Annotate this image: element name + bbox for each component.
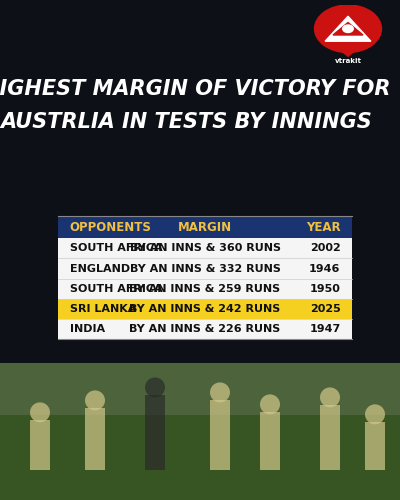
Text: HIGHEST MARGIN OF VICTORY FOR: HIGHEST MARGIN OF VICTORY FOR <box>0 79 391 99</box>
Text: BY AN INNS & 259 RUNS: BY AN INNS & 259 RUNS <box>130 284 280 294</box>
Circle shape <box>314 5 382 52</box>
Text: BY AN INNS & 360 RUNS: BY AN INNS & 360 RUNS <box>130 244 280 254</box>
Text: BY AN INNS & 332 RUNS: BY AN INNS & 332 RUNS <box>130 264 280 274</box>
Text: INDIA: INDIA <box>70 324 105 334</box>
Circle shape <box>210 382 230 402</box>
Text: OPPONENTS: OPPONENTS <box>70 220 152 234</box>
Bar <box>320 406 340 470</box>
Text: BY AN INNS & 242 RUNS: BY AN INNS & 242 RUNS <box>129 304 281 314</box>
Polygon shape <box>325 16 371 42</box>
Bar <box>30 420 50 470</box>
Circle shape <box>30 402 50 422</box>
Polygon shape <box>325 38 371 56</box>
Bar <box>0 362 400 420</box>
Circle shape <box>320 388 340 407</box>
Text: ENGLAND: ENGLAND <box>70 264 130 274</box>
Bar <box>58 216 352 339</box>
Text: 2002: 2002 <box>310 244 340 254</box>
Text: vtrakit: vtrakit <box>334 58 362 64</box>
Text: 1947: 1947 <box>309 324 340 334</box>
Bar <box>0 410 400 500</box>
Bar <box>145 396 165 470</box>
Text: 1950: 1950 <box>310 284 340 294</box>
Bar <box>210 400 230 470</box>
Bar <box>260 412 280 470</box>
Text: 1946: 1946 <box>309 264 340 274</box>
Circle shape <box>145 378 165 398</box>
Text: SRI LANKA: SRI LANKA <box>70 304 136 314</box>
Circle shape <box>365 404 385 424</box>
Bar <box>58 216 352 238</box>
Polygon shape <box>333 22 363 35</box>
Bar <box>85 408 105 470</box>
Bar <box>58 299 352 319</box>
Circle shape <box>85 390 105 410</box>
Text: SOUTH AFRICA: SOUTH AFRICA <box>70 284 162 294</box>
Circle shape <box>260 394 280 414</box>
Bar <box>365 422 385 470</box>
Text: SOUTH AFRICA: SOUTH AFRICA <box>70 244 162 254</box>
Text: AUSTRLIA IN TESTS BY INNINGS: AUSTRLIA IN TESTS BY INNINGS <box>0 112 372 132</box>
Circle shape <box>343 25 353 32</box>
Bar <box>0 362 400 416</box>
Text: MARGIN: MARGIN <box>178 220 232 234</box>
Text: YEAR: YEAR <box>306 220 340 234</box>
Text: BY AN INNS & 226 RUNS: BY AN INNS & 226 RUNS <box>129 324 281 334</box>
Text: 2025: 2025 <box>310 304 340 314</box>
